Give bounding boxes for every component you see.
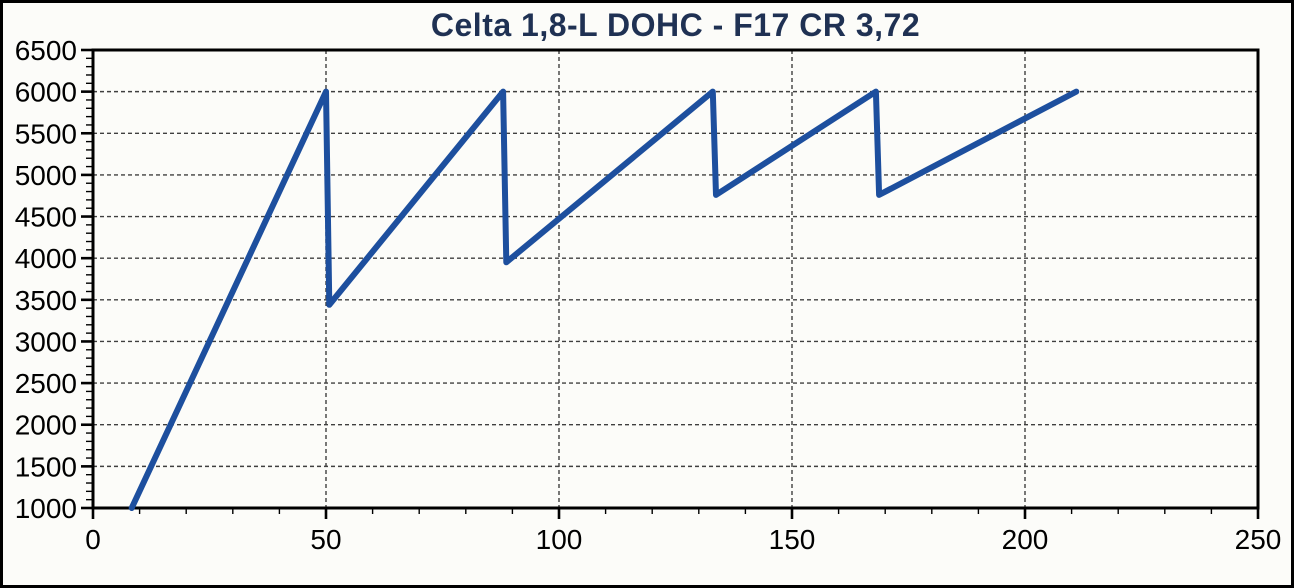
y-tick-label: 3000 xyxy=(15,326,77,357)
y-tick-label: 6500 xyxy=(15,35,77,66)
y-tick-label: 4000 xyxy=(15,243,77,274)
y-tick-label: 5000 xyxy=(15,160,77,191)
x-tick-label: 50 xyxy=(310,524,341,555)
x-tick-label: 100 xyxy=(536,524,583,555)
y-tick-label: 5500 xyxy=(15,118,77,149)
chart-title: Celta 1,8-L DOHC - F17 CR 3,72 xyxy=(430,7,921,43)
x-tick-label: 250 xyxy=(1235,524,1282,555)
y-tick-label: 1000 xyxy=(15,493,77,524)
x-tick-label: 200 xyxy=(1002,524,1049,555)
y-tick-label: 2500 xyxy=(15,368,77,399)
plot-border xyxy=(91,48,1260,510)
y-tick-label: 1500 xyxy=(15,451,77,482)
x-tick-label: 150 xyxy=(769,524,816,555)
y-tick-label: 4500 xyxy=(15,202,77,233)
plot-area: 0 50 100 150 200 250 1000 1500 2000 2500 3000 3500 4… xyxy=(15,35,1282,555)
y-tick-label: 2000 xyxy=(15,410,77,441)
y-tick-label: 6000 xyxy=(15,77,77,108)
x-tick-label: 0 xyxy=(85,524,101,555)
y-tick-label: 3500 xyxy=(15,285,77,316)
rpm-vs-speed-line xyxy=(128,88,1080,511)
